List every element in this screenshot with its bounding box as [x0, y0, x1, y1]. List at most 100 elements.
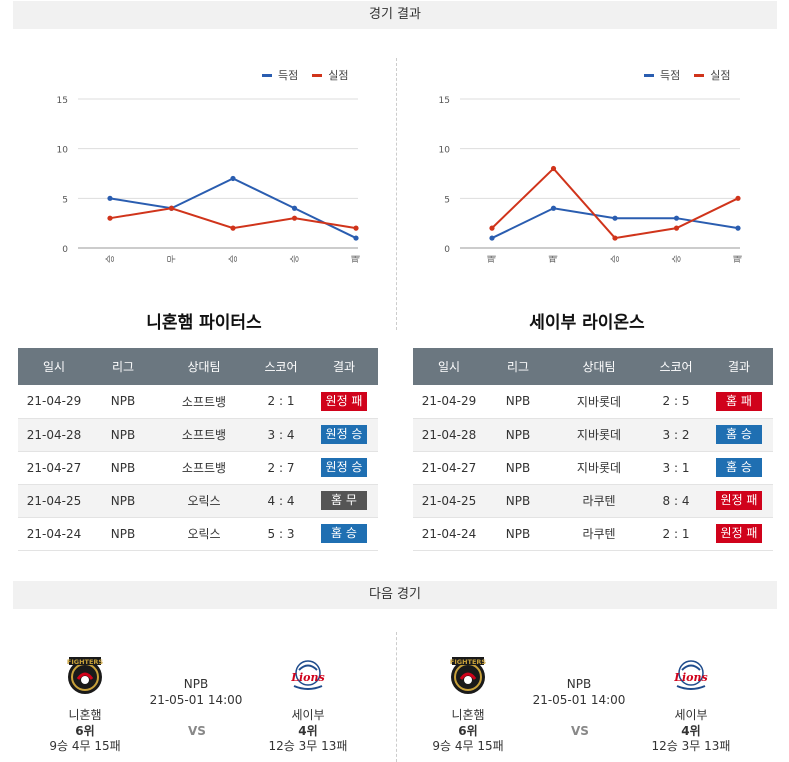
chart-right: 15 10 5 0 패 패 승 승 패: [392, 58, 762, 276]
cell-score: 2 : 1: [647, 517, 705, 551]
legend-label: 실점: [328, 69, 349, 82]
cell-league: NPB: [90, 385, 156, 419]
league-label: NPB: [566, 677, 592, 691]
col-opponent: 상대팀: [551, 348, 647, 385]
cell-date: 21-04-27: [413, 451, 485, 485]
next-section-title: 다음 경기: [13, 581, 777, 609]
fighters-logo-icon: FIGHTERS: [63, 653, 107, 697]
series-line-scored: [491, 207, 739, 239]
column-divider: [396, 58, 397, 330]
results-table-left: 일시 리그 상대팀 스코어 결과 21-04-29 NPB 소프트뱅 2 : 1 원정 …: [18, 348, 378, 551]
cell-date: 21-04-25: [413, 484, 485, 518]
fighters-logo-icon: FIGHTERS: [446, 653, 490, 697]
home-team-name: 니혼햄: [451, 708, 485, 722]
data-point: [489, 225, 495, 231]
cell-league: NPB: [485, 451, 551, 485]
svg-text:FIGHTERS: FIGHTERS: [67, 658, 104, 666]
result-badge: 홈 승: [716, 458, 762, 477]
data-point: [291, 215, 298, 221]
table-row: 21-04-25 NPB 라쿠텐 8 : 4 원정 패: [413, 484, 773, 518]
legend-swatch-scored: [262, 73, 272, 77]
legend-allowed: 실점: [694, 67, 731, 83]
col-date: 일시: [18, 348, 90, 385]
x-tick-label: 승: [610, 255, 621, 263]
vs-label: VS: [571, 724, 589, 738]
y-tick-label: 10: [57, 146, 69, 156]
cell-opponent: 소프트뱅: [156, 451, 252, 485]
home-team-rank: 6위: [75, 724, 95, 738]
cell-league: NPB: [485, 484, 551, 518]
col-score: 스코어: [252, 348, 310, 385]
cell-league: NPB: [90, 517, 156, 551]
cell-league: NPB: [90, 418, 156, 452]
table-row: 21-04-24 NPB 라쿠텐 2 : 1 원정 패: [413, 517, 773, 551]
y-tick-label: 0: [62, 245, 68, 255]
col-date: 일시: [413, 348, 485, 385]
y-tick-label: 5: [62, 195, 68, 205]
data-point: [735, 225, 741, 231]
cell-date: 21-04-28: [18, 418, 90, 452]
cell-score: 3 : 2: [647, 418, 705, 452]
cell-date: 21-04-28: [413, 418, 485, 452]
cell-result: 원정 승: [310, 451, 378, 485]
svg-text:Lions: Lions: [673, 671, 707, 684]
line-chart-svg: 15 10 5 0 패 패 승 승 패: [439, 96, 744, 263]
svg-text:Lions: Lions: [290, 671, 324, 684]
cell-result: 홈 승: [705, 418, 773, 452]
results-section-title: 경기 결과: [13, 1, 777, 29]
x-tick-label: 승: [672, 255, 683, 263]
cell-opponent: 소프트뱅: [156, 385, 252, 419]
table-row: 21-04-27 NPB 소프트뱅 2 : 7 원정 승: [18, 451, 378, 485]
cell-score: 8 : 4: [647, 484, 705, 518]
y-tick-label: 0: [444, 245, 450, 255]
away-team-record: 12승 3무 13패: [651, 739, 731, 753]
x-tick-label: 패: [733, 255, 744, 263]
data-point: [230, 175, 236, 182]
away-team-rank: 4위: [298, 724, 318, 738]
x-tick-label: 승: [290, 255, 301, 263]
result-badge: 원정 승: [321, 458, 367, 477]
team-title-left: 니혼햄 파이터스: [146, 313, 262, 333]
cell-league: NPB: [485, 418, 551, 452]
data-point: [107, 195, 113, 201]
cell-opponent: 지바롯데: [551, 385, 647, 419]
cell-result: 홈 패: [705, 385, 773, 419]
col-result: 결과: [705, 348, 773, 385]
cell-score: 3 : 1: [647, 451, 705, 485]
cell-league: NPB: [485, 517, 551, 551]
cell-opponent: 지바롯데: [551, 418, 647, 452]
legend-swatch-scored: [644, 73, 654, 77]
result-badge: 원정 승: [321, 425, 367, 444]
lions-logo-icon: Lions: [286, 653, 330, 697]
col-score: 스코어: [647, 348, 705, 385]
table-header-row: 일시 리그 상대팀 스코어 결과: [18, 348, 378, 385]
cell-date: 21-04-24: [18, 517, 90, 551]
data-point: [673, 225, 680, 231]
data-point: [489, 235, 495, 241]
line-chart-svg: 15 10 5 0 승 무 승 승 패: [57, 96, 362, 263]
data-point: [612, 235, 618, 241]
data-point: [550, 205, 557, 211]
result-badge: 원정 패: [716, 491, 762, 510]
next-column-divider: [396, 632, 397, 762]
x-tick-label: 패: [549, 255, 560, 263]
legend-scored: 득점: [262, 67, 298, 83]
col-league: 리그: [485, 348, 551, 385]
data-point: [550, 165, 557, 172]
y-tick-label: 15: [57, 96, 68, 106]
cell-date: 21-04-25: [18, 484, 90, 518]
cell-score: 2 : 5: [647, 385, 705, 419]
home-team-name: 니혼햄: [68, 708, 102, 722]
data-point: [230, 225, 236, 231]
x-tick-label: 승: [105, 255, 116, 263]
y-tick-label: 5: [444, 195, 450, 205]
series-line-allowed: [109, 207, 357, 230]
cell-league: NPB: [485, 385, 551, 419]
data-point: [612, 215, 618, 221]
cell-result: 원정 패: [705, 517, 773, 551]
cell-score: 3 : 4: [252, 418, 310, 452]
col-result: 결과: [310, 348, 378, 385]
cell-score: 4 : 4: [252, 484, 310, 518]
y-tick-label: 15: [439, 96, 450, 106]
cell-score: 2 : 7: [252, 451, 310, 485]
